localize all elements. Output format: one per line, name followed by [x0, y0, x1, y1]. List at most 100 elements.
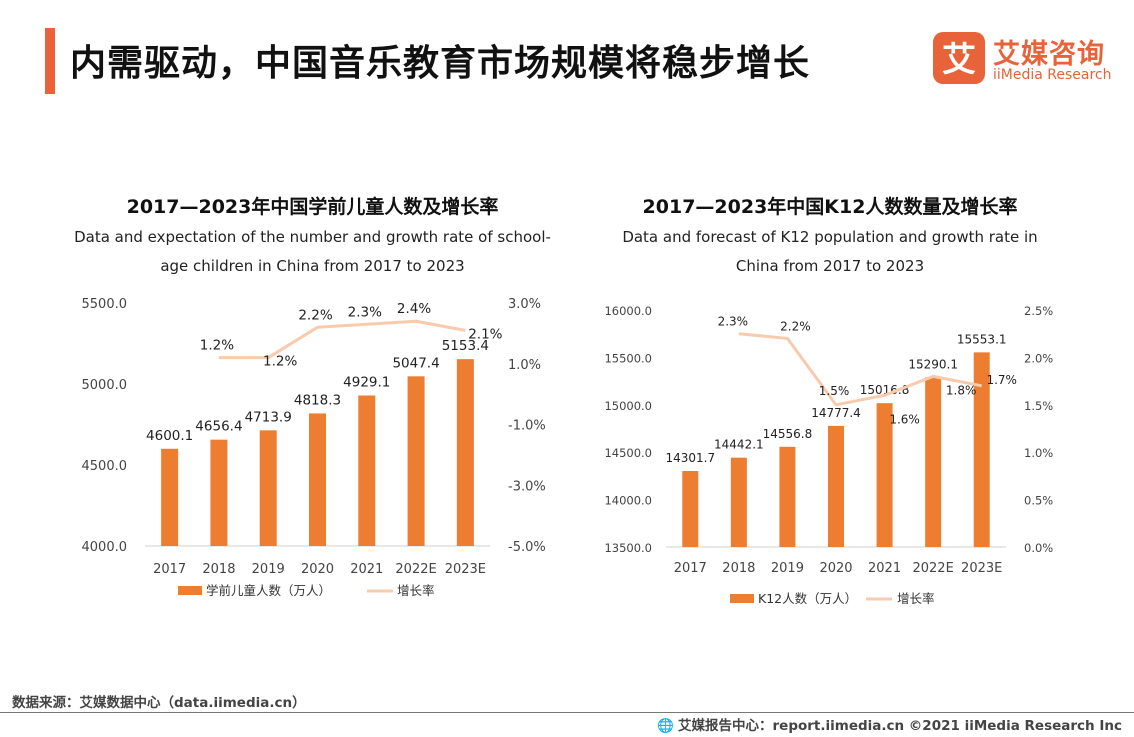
- x-tick-label: 2022E: [912, 561, 953, 576]
- y-left-tick-label: 5000.0: [82, 378, 128, 393]
- footer-divider: [0, 712, 1134, 713]
- brand-logo: 艾 艾媒咨询 iiMedia Research: [933, 32, 1118, 88]
- bar: [407, 376, 425, 546]
- bar-value-label: 4600.1: [146, 428, 193, 444]
- chart2-subtitle-line1: Data and forecast of K12 population and …: [622, 228, 1038, 246]
- bar: [730, 457, 747, 547]
- y-left-tick-label: 16000.0: [604, 304, 652, 318]
- chart1-subtitle-line2: age children in China from 2017 to 2023: [160, 257, 465, 275]
- y-left-tick-label: 14500.0: [604, 446, 652, 460]
- bar-value-label: 14301.7: [665, 451, 715, 465]
- bar-value-label: 5153.4: [442, 338, 489, 354]
- x-tick-label: 2017: [674, 561, 707, 576]
- growth-rate-label: 2.3%: [348, 304, 382, 320]
- x-tick-label: 2018: [202, 562, 235, 577]
- bar-value-label: 5047.4: [392, 355, 439, 371]
- bar-value-label: 14777.4: [811, 406, 861, 420]
- x-tick-label: 2020: [819, 561, 852, 576]
- growth-rate-label: 2.2%: [780, 319, 811, 333]
- growth-rate-line: [218, 319, 466, 360]
- bar: [973, 352, 990, 547]
- bar: [456, 359, 474, 546]
- y-left-tick-label: 13500.0: [604, 541, 652, 555]
- chart2-title: 2017—2023年中国K12人数数量及增长率: [642, 196, 1018, 218]
- bar-value-label: 15553.1: [957, 332, 1007, 346]
- bar: [925, 377, 942, 547]
- growth-rate-label: 1.5%: [819, 384, 850, 398]
- bar-value-label: 14442.1: [714, 438, 764, 452]
- x-tick-label: 2019: [252, 562, 285, 577]
- y-right-tick-label: -1.0%: [508, 419, 546, 434]
- x-tick-label: 2021: [350, 562, 383, 577]
- chart2-subtitle: Data and forecast of K12 population and …: [590, 223, 1070, 281]
- bar: [210, 439, 228, 546]
- y-left-tick-label: 4500.0: [82, 459, 128, 474]
- chart1-subtitle-line1: Data and expectation of the number and g…: [74, 228, 551, 246]
- legend-bar-label: 学前儿童人数（万人）: [206, 583, 331, 598]
- x-tick-label: 2019: [771, 561, 804, 576]
- growth-rate-label: 2.1%: [468, 326, 502, 342]
- chart1-subtitle: Data and expectation of the number and g…: [60, 223, 565, 281]
- x-tick-label: 2017: [153, 562, 186, 577]
- growth-rate-line: [738, 332, 983, 407]
- y-right-tick-label: 2.0%: [1024, 351, 1053, 365]
- chart2-plot: 16000.0 15500.0 15000.0 14500.0 14000.0 13500…: [604, 304, 1053, 606]
- y-right-tick-label: 1.0%: [508, 358, 541, 373]
- growth-rate-label: 1.2%: [263, 354, 297, 370]
- x-tick-label: 2018: [722, 561, 755, 576]
- footer-credit: 🌐 艾媒报告中心：report.iimedia.cn ©2021 iiMedia …: [657, 714, 1122, 734]
- legend-line-label: 增长率: [897, 591, 935, 606]
- y-left-tick-label: 4000.0: [82, 540, 128, 555]
- bar-value-label: 4656.4: [195, 419, 242, 435]
- growth-rate-label: 1.6%: [889, 412, 920, 426]
- growth-rate-label: 2.4%: [397, 301, 431, 317]
- logo-mark-icon: 艾: [933, 32, 985, 84]
- legend-bar-label: K12人数（万人）: [758, 591, 857, 606]
- x-tick-label: 2022E: [395, 562, 436, 577]
- x-tick-label: 2020: [301, 562, 334, 577]
- chart2-subtitle-line2: China from 2017 to 2023: [735, 257, 925, 275]
- x-tick-label: 2023E: [445, 562, 486, 577]
- bar-value-label: 14556.8: [763, 427, 813, 441]
- bar: [779, 446, 796, 547]
- page-title: 内需驱动，中国音乐教育市场规模将稳步增长: [70, 43, 811, 84]
- legend-bar-swatch: [178, 586, 202, 595]
- chart1-title: 2017—2023年中国学前儿童人数及增长率: [126, 196, 499, 218]
- chart1-plot: 5500.0 5000.0 4500.0 4000.0 3.0% 1.0% -1.0% -3.…: [82, 297, 546, 598]
- bar: [358, 395, 376, 546]
- y-right-tick-label: 3.0%: [508, 297, 541, 312]
- growth-rate-label: 1.8%: [946, 383, 977, 397]
- data-source: 数据来源：艾媒数据中心（data.iimedia.cn）: [12, 695, 306, 711]
- logo-glyph: 艾: [942, 40, 976, 80]
- growth-rate-label: 2.2%: [298, 307, 332, 323]
- bar-value-label: 15016.8: [860, 383, 910, 397]
- bar-value-label: 4929.1: [343, 374, 390, 390]
- y-right-tick-label: -5.0%: [508, 540, 546, 555]
- y-right-tick-label: -3.0%: [508, 479, 546, 494]
- bar: [309, 413, 326, 546]
- logo-text-en: iiMedia Research: [993, 67, 1112, 83]
- x-tick-label: 2021: [868, 561, 901, 576]
- y-left-tick-label: 15000.0: [604, 399, 652, 413]
- bar: [828, 425, 844, 547]
- growth-rate-label: 2.3%: [718, 315, 749, 329]
- legend-line-label: 增长率: [397, 583, 435, 598]
- growth-rate-label: 1.7%: [986, 373, 1017, 387]
- globe-icon: 🌐: [657, 718, 674, 734]
- bar-value-label: 4818.3: [294, 392, 341, 408]
- x-tick-label: 2023E: [961, 561, 1002, 576]
- y-right-tick-label: 1.0%: [1024, 446, 1053, 460]
- bar: [876, 403, 893, 547]
- y-left-tick-label: 14000.0: [604, 494, 652, 508]
- y-right-tick-label: 0.0%: [1024, 541, 1053, 555]
- title-accent-bar: [45, 28, 55, 94]
- footer-credit-text: 艾媒报告中心：report.iimedia.cn ©2021 iiMedia R…: [678, 718, 1122, 734]
- bar: [259, 430, 277, 546]
- y-right-tick-label: 2.5%: [1024, 304, 1053, 318]
- y-right-tick-label: 0.5%: [1024, 494, 1053, 508]
- legend-bar-swatch: [730, 594, 754, 603]
- y-right-tick-label: 1.5%: [1024, 399, 1053, 413]
- bar-value-label: 15290.1: [908, 357, 958, 371]
- y-left-tick-label: 5500.0: [82, 297, 128, 312]
